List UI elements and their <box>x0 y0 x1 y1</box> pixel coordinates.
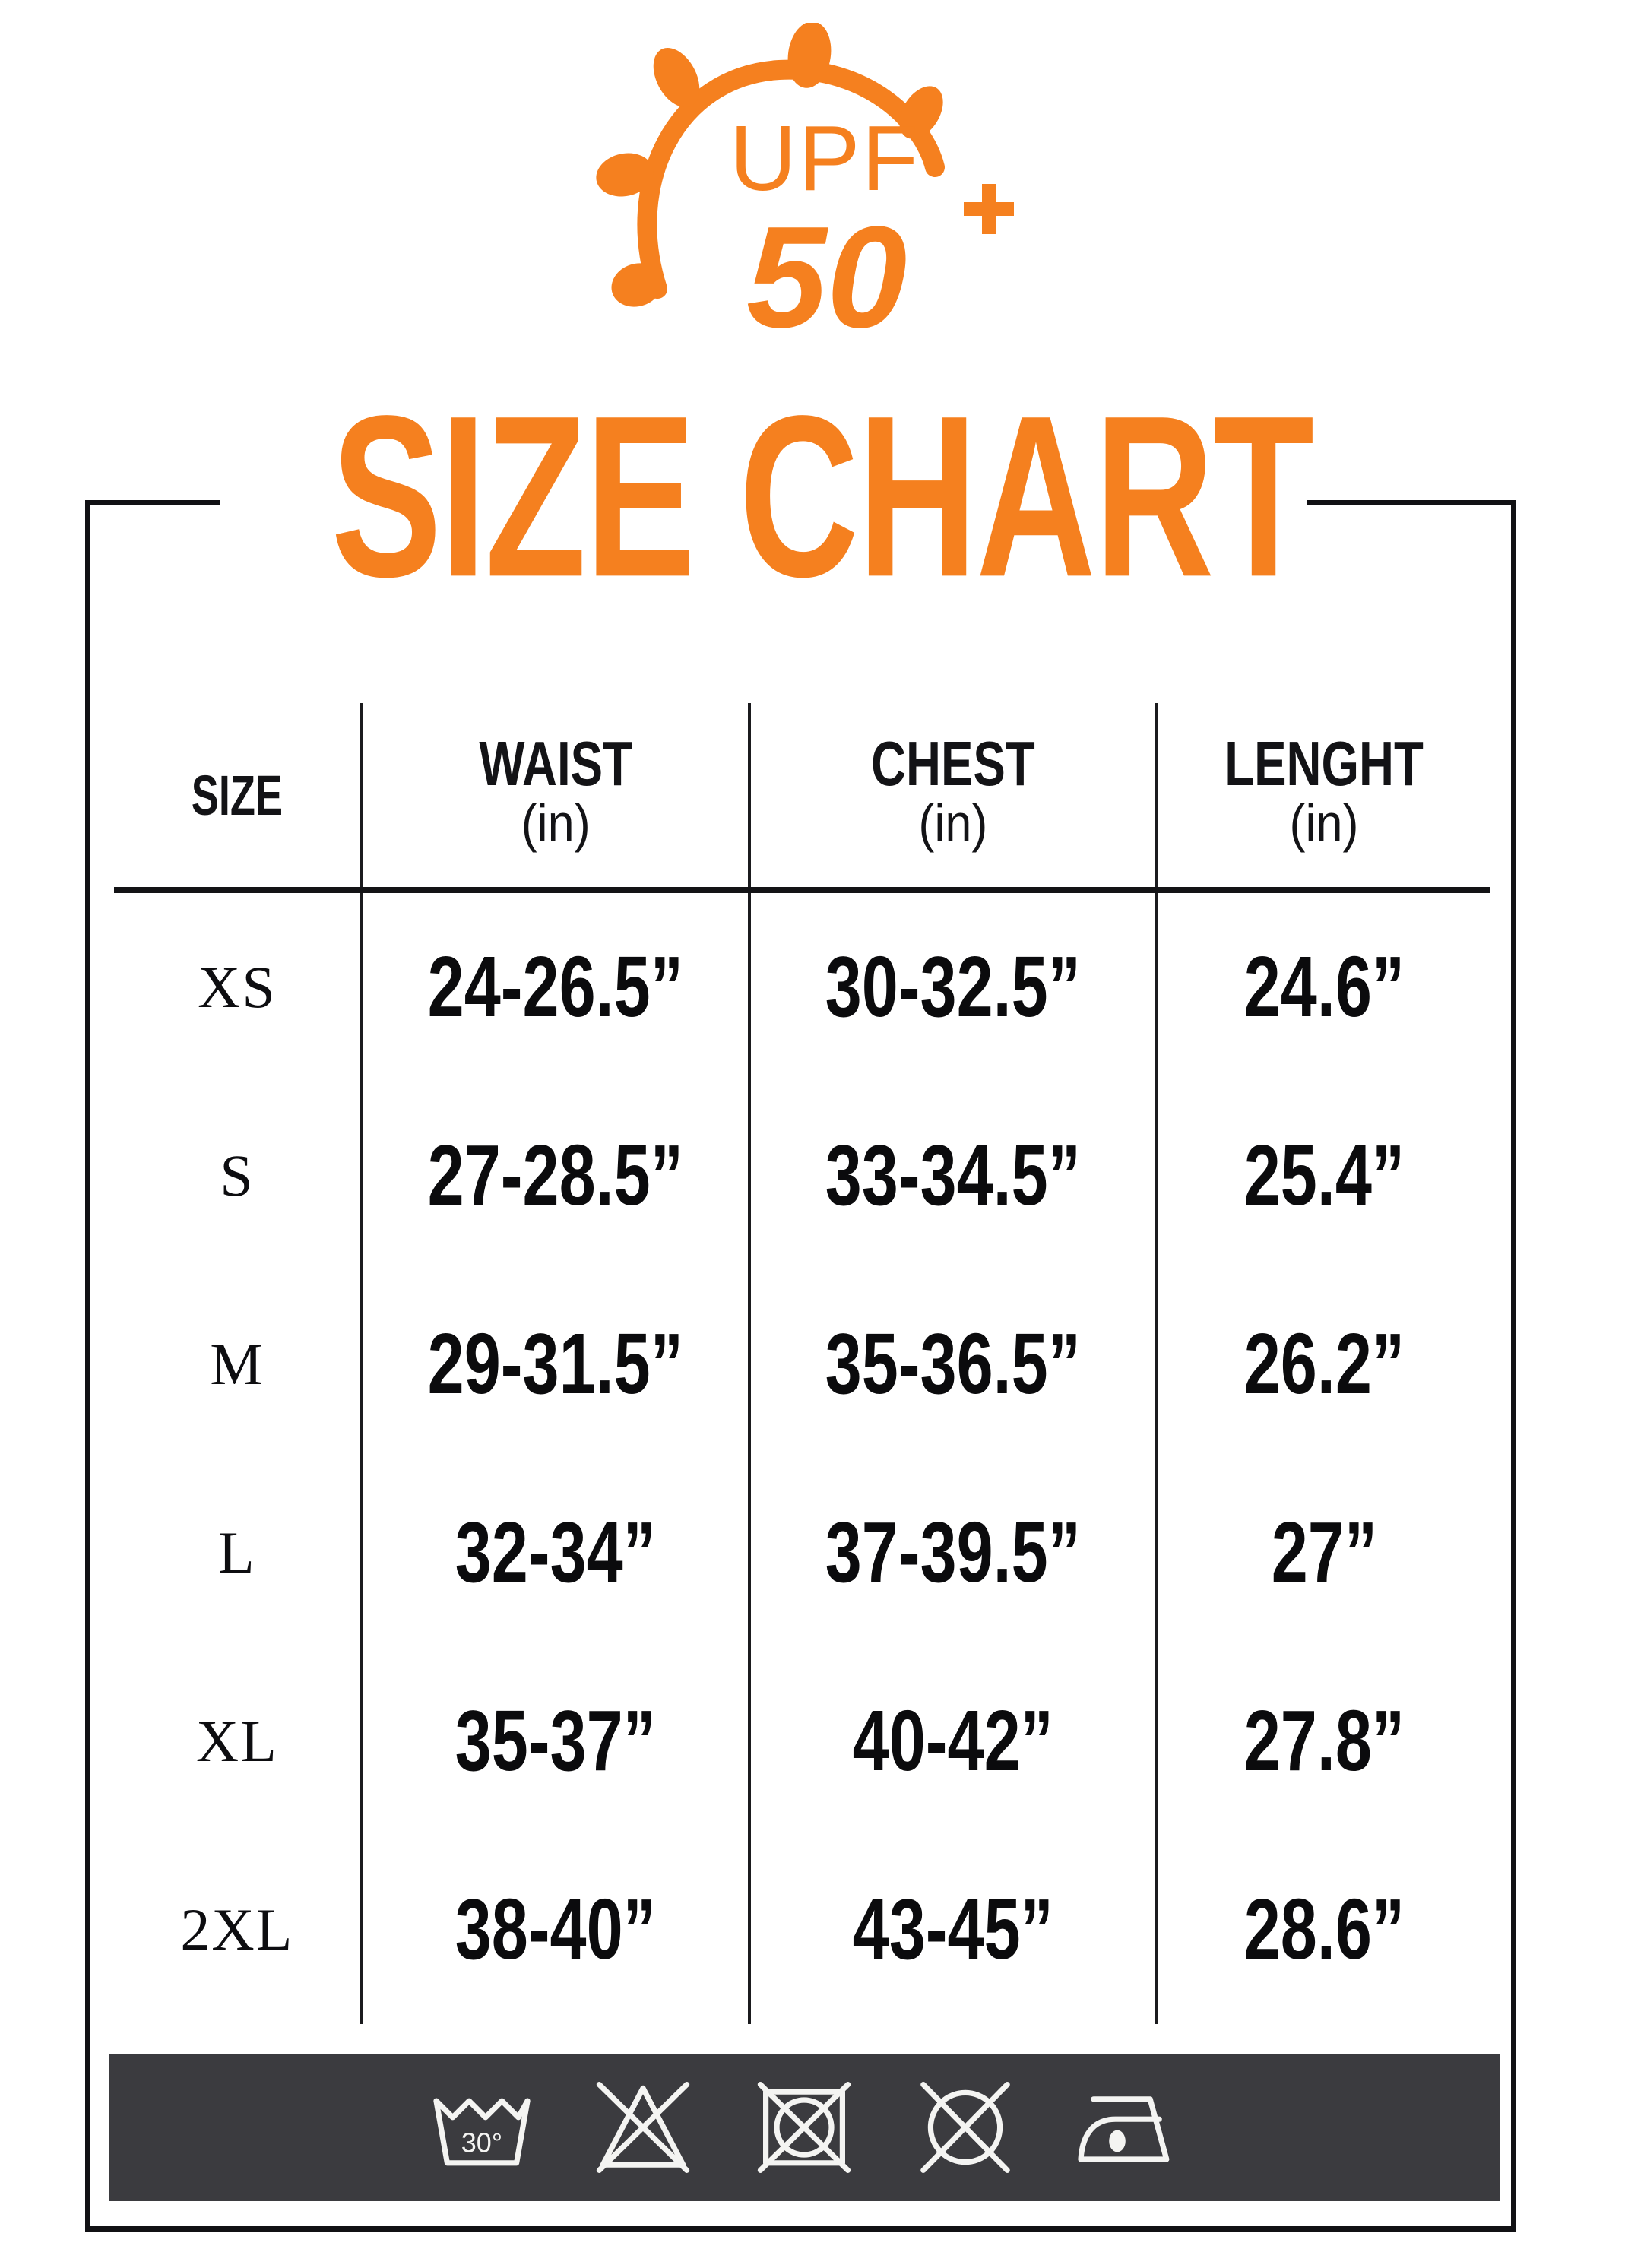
chest-value: 30-32.5” <box>825 939 1082 1035</box>
table-row: S 27-28.5” 33-34.5” 25.4” <box>114 1082 1490 1270</box>
column-header-length-unit: (in) <box>1289 793 1359 853</box>
svg-text:50: 50 <box>746 197 907 357</box>
size-chart-table: SIZE WAIST (in) CHEST (in) LENGHT (in) X… <box>114 703 1490 2024</box>
svg-text:UPF: UPF <box>730 106 920 210</box>
waist-value: 35-37” <box>455 1693 657 1789</box>
page-title: SIZE CHART <box>331 366 1315 626</box>
title-backdrop <box>220 486 1307 520</box>
cell-size: XS <box>114 890 362 1082</box>
length-value: 27” <box>1271 1504 1377 1601</box>
size-label: XL <box>195 1708 278 1774</box>
cell-size: M <box>114 1270 362 1459</box>
svg-text:30°: 30° <box>461 2127 502 2158</box>
cell-waist: 27-28.5” <box>360 1082 750 1270</box>
size-label: M <box>210 1331 264 1397</box>
cell-waist: 38-40” <box>360 1836 750 2024</box>
chest-value: 37-39.5” <box>825 1504 1082 1601</box>
waist-value: 38-40” <box>455 1881 657 1978</box>
table-header-row: SIZE WAIST (in) CHEST (in) LENGHT (in) <box>114 703 1490 893</box>
cell-length: 26.2” <box>1155 1270 1490 1459</box>
column-header-waist-label: WAIST <box>479 727 632 799</box>
cell-length: 28.6” <box>1155 1836 1490 2024</box>
table-row: 2XL 38-40” 43-45” 28.6” <box>114 1836 1490 2024</box>
do-not-bleach-icon <box>586 2077 700 2178</box>
cell-waist: 32-34” <box>360 1459 750 1647</box>
column-header-length: LENGHT (in) <box>1155 703 1490 893</box>
cell-size: L <box>114 1459 362 1647</box>
length-value: 24.6” <box>1243 939 1405 1035</box>
cell-chest: 33-34.5” <box>748 1082 1157 1270</box>
cell-length: 27.8” <box>1155 1647 1490 1836</box>
waist-value: 29-31.5” <box>427 1316 684 1412</box>
do-not-tumble-dry-icon <box>747 2077 861 2178</box>
cell-size: S <box>114 1082 362 1270</box>
column-header-size-label: SIZE <box>191 763 284 827</box>
do-not-dry-clean-icon <box>908 2077 1022 2178</box>
wash-30-icon: 30° <box>425 2077 539 2178</box>
cell-waist: 35-37” <box>360 1647 750 1836</box>
cell-size: XL <box>114 1647 362 1836</box>
column-header-size: SIZE <box>114 703 362 893</box>
waist-value: 32-34” <box>455 1504 657 1601</box>
chest-value: 35-36.5” <box>825 1316 1082 1412</box>
chest-value: 43-45” <box>852 1881 1054 1978</box>
length-value: 26.2” <box>1243 1316 1405 1412</box>
cell-size: 2XL <box>114 1836 362 2024</box>
column-header-chest-label: CHEST <box>871 727 1035 799</box>
length-value: 28.6” <box>1243 1881 1405 1978</box>
waist-value: 27-28.5” <box>427 1127 684 1224</box>
cell-length: 25.4” <box>1155 1082 1490 1270</box>
waist-value: 24-26.5” <box>427 939 684 1035</box>
table-row: XL 35-37” 40-42” 27.8” <box>114 1647 1490 1836</box>
length-value: 25.4” <box>1243 1127 1405 1224</box>
length-value: 27.8” <box>1243 1693 1405 1789</box>
cell-length: 24.6” <box>1155 890 1490 1082</box>
upf-sun-logo: UPF 50 <box>578 23 1064 357</box>
column-header-waist-unit: (in) <box>521 793 591 853</box>
size-label: S <box>220 1142 255 1208</box>
cell-waist: 24-26.5” <box>360 890 750 1082</box>
column-header-chest: CHEST (in) <box>748 703 1157 893</box>
column-header-waist: WAIST (in) <box>360 703 750 893</box>
cell-chest: 37-39.5” <box>748 1459 1157 1647</box>
cell-chest: 43-45” <box>748 1836 1157 2024</box>
table-row: XS 24-26.5” 30-32.5” 24.6” <box>114 890 1490 1082</box>
cell-waist: 29-31.5” <box>360 1270 750 1459</box>
table-row: M 29-31.5” 35-36.5” 26.2” <box>114 1270 1490 1459</box>
column-header-chest-unit: (in) <box>918 793 988 853</box>
size-label: L <box>218 1519 256 1585</box>
cell-chest: 35-36.5” <box>748 1270 1157 1459</box>
cell-length: 27” <box>1155 1459 1490 1647</box>
size-label: 2XL <box>180 1896 294 1962</box>
column-header-length-label: LENGHT <box>1224 727 1424 799</box>
cell-chest: 30-32.5” <box>748 890 1157 1082</box>
size-label: XS <box>198 954 277 1020</box>
cell-chest: 40-42” <box>748 1647 1157 1836</box>
table-row: L 32-34” 37-39.5” 27” <box>114 1459 1490 1647</box>
chest-value: 33-34.5” <box>825 1127 1082 1224</box>
iron-low-icon <box>1069 2077 1183 2178</box>
chest-value: 40-42” <box>852 1693 1054 1789</box>
care-instructions-bar: 30° <box>109 2054 1500 2201</box>
